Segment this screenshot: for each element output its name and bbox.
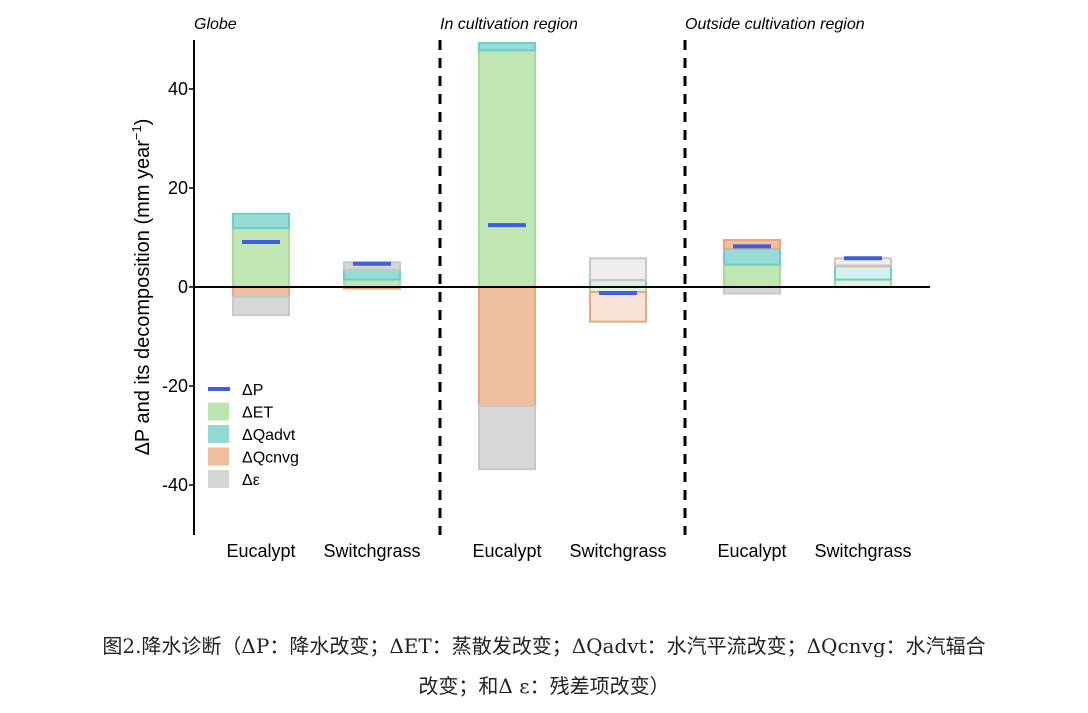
legend-key-delta-qadvt (208, 425, 229, 443)
chart-text: -40 -20 0 20 40 Globe Eucalypt Switchgrass In cu… (129, 16, 912, 561)
bar-delta-epsilon-in-cultivation-region-eucalypt (478, 404, 536, 471)
bar-delta-qadvt-globe-switchgrass (343, 268, 401, 281)
y-tick-label: 40 (168, 79, 188, 99)
bar-delta-qadvt-outside-cultivation-region-eucalypt (723, 247, 781, 266)
bar-delta-qadvt-in-cultivation-region-switchgrass (589, 279, 647, 289)
x-category-label: Eucalypt (226, 541, 295, 561)
bar-delta-qcnvg-globe-eucalypt (232, 286, 290, 298)
axes (189, 40, 930, 535)
legend-key-delta-qcnvg (208, 447, 229, 466)
y-tick-label: -20 (162, 376, 188, 396)
bar-delta-epsilon-in-cultivation-region-switchgrass (589, 257, 647, 282)
legend-label-delta-qadvt: ΔQadvt (242, 427, 296, 444)
bar-delta-et-outside-cultivation-region-switchgrass (834, 278, 892, 289)
legend-key-delta-epsilon (208, 470, 229, 488)
bar-delta-qadvt-globe-eucalypt (232, 212, 290, 230)
x-category-label: Eucalypt (472, 541, 541, 561)
x-category-label: Eucalypt (717, 541, 786, 561)
legend-label-delta-p: ΔP (242, 382, 263, 399)
y-tick-label: 0 (178, 277, 188, 297)
bar-segments (232, 41, 892, 471)
legend-label-delta-qcnvg: ΔQcnvg (242, 450, 299, 467)
caption-line-2: 改变；和Δ ε：残差项改变） (418, 674, 670, 698)
bar-delta-et-globe-switchgrass (343, 278, 401, 289)
bar-delta-qadvt-outside-cultivation-region-switchgrass (834, 264, 892, 281)
bar-delta-qcnvg-in-cultivation-region-switchgrass (589, 290, 647, 323)
x-category-label: Switchgrass (323, 541, 420, 561)
panel-title: Outside cultivation region (685, 16, 865, 33)
y-tick-label: 20 (168, 178, 188, 198)
bar-delta-qadvt-in-cultivation-region-eucalypt (478, 41, 536, 52)
panel-title: In cultivation region (440, 16, 578, 33)
y-tick-label: -40 (162, 475, 188, 495)
delta-p-markers (242, 223, 882, 295)
x-category-label: Switchgrass (814, 541, 911, 561)
bar-delta-qcnvg-in-cultivation-region-eucalypt (478, 286, 536, 407)
bar-delta-epsilon-globe-eucalypt (232, 295, 290, 317)
chart: -40 -20 0 20 40 Globe Eucalypt Switchgrass In cu… (129, 16, 930, 561)
legend-label-delta-epsilon: Δε (242, 472, 260, 489)
bar-delta-et-in-cultivation-region-eucalypt (478, 49, 536, 288)
panel-title: Globe (194, 16, 237, 33)
caption-line-1: 图2.降水诊断（ΔP：降水改变；ΔET：蒸散发改变；ΔQadvt：水汽平流改变；… (102, 634, 986, 658)
legend-label-delta-et: ΔET (242, 405, 273, 422)
figure-caption: 图2.降水诊断（ΔP：降水改变；ΔET：蒸散发改变；ΔQadvt：水汽平流改变；… (0, 626, 1088, 706)
legend: ΔP ΔET ΔQadvt ΔQcnvg Δε (208, 382, 299, 489)
bar-delta-et-globe-eucalypt (232, 227, 290, 288)
x-category-label: Switchgrass (569, 541, 666, 561)
legend-key-delta-et (208, 402, 229, 421)
bar-delta-et-outside-cultivation-region-eucalypt (723, 263, 781, 289)
y-axis-label: ΔP and its decomposition (mm year−1) (129, 119, 154, 456)
